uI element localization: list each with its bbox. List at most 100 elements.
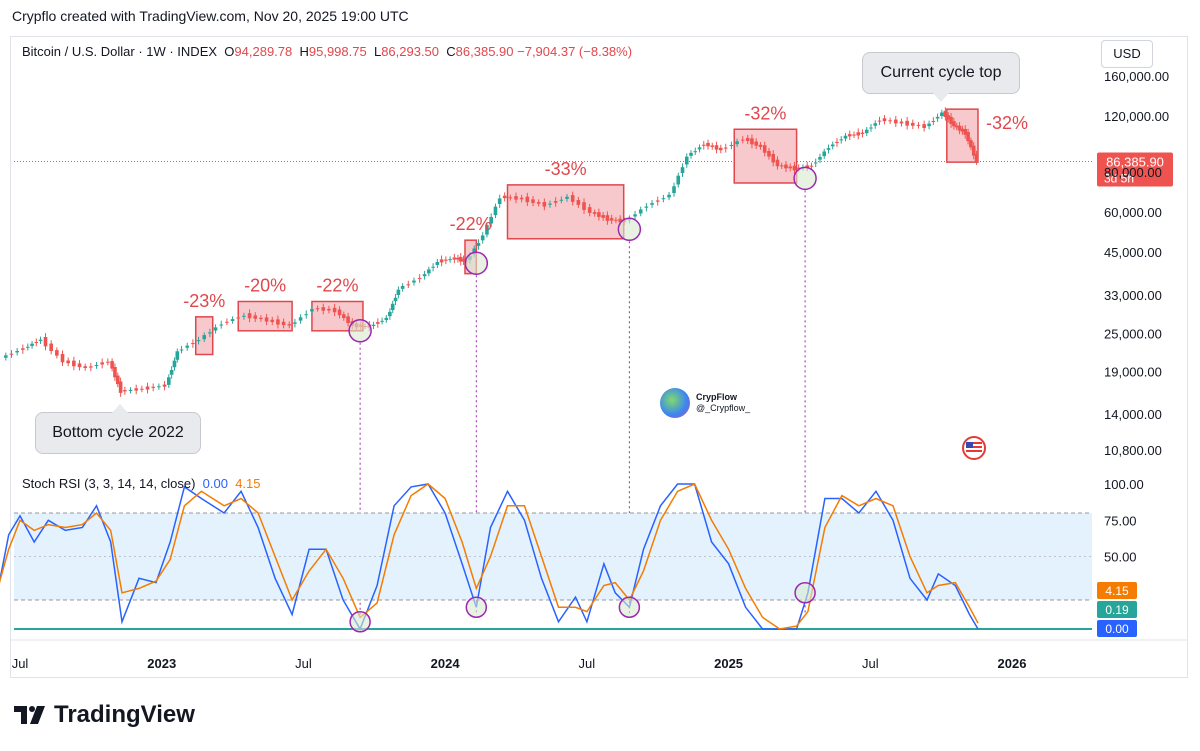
time-axis-tick: 2024: [431, 656, 461, 671]
price-axis-tick: 120,000.00: [1104, 109, 1169, 124]
time-axis-tick: 2023: [147, 656, 176, 671]
candle-body: [508, 197, 513, 199]
candle-body: [502, 195, 507, 199]
drawdown-box-5[interactable]: [506, 184, 625, 240]
candle-body: [852, 134, 856, 136]
stoch-rsi-marker-3[interactable]: [618, 596, 641, 618]
candle-body: [587, 207, 592, 213]
time-axis-tick: Jul: [579, 656, 596, 671]
tradingview-logo-text: TradingView: [54, 701, 195, 728]
candle-body: [684, 156, 689, 165]
candle-body: [784, 164, 788, 169]
candle-body: [315, 308, 320, 310]
candle-body: [767, 150, 771, 157]
stoch-rsi-line-k[interactable]: [0, 483, 979, 631]
stoch-rsi-axis-tick: 75.00: [1104, 513, 1137, 528]
us-flag-icon[interactable]: [960, 436, 988, 460]
candle-body: [750, 138, 754, 145]
candle-body: [911, 122, 915, 126]
candle-body: [287, 324, 292, 326]
candle-body: [179, 349, 184, 351]
candle-body: [952, 121, 956, 127]
candle-body: [43, 337, 48, 347]
candle-body: [412, 280, 416, 283]
candle-body: [835, 141, 839, 143]
stoch-rsi-title: Stoch RSI (3, 3, 14, 14, close): [22, 476, 196, 491]
candle-body: [83, 366, 87, 369]
cycle-low-marker-2[interactable]: [464, 251, 489, 275]
candle-body: [758, 144, 763, 147]
price-axis-tick: 10,800.00: [1104, 443, 1162, 458]
stoch-rsi-axis-tick: 100.00: [1104, 477, 1144, 492]
currency-button[interactable]: USD: [1101, 40, 1153, 68]
candle-body: [140, 388, 144, 390]
candle-body: [618, 218, 622, 223]
drawdown-label-4: -22%: [450, 214, 492, 234]
stoch-rsi-badge-text: 0.19: [1105, 603, 1129, 617]
candle-body: [940, 112, 944, 117]
candle-body: [281, 321, 286, 326]
candle-body: [582, 202, 586, 210]
time-axis-tick: 2025: [714, 656, 743, 671]
cycle-low-marker-4[interactable]: [793, 166, 817, 191]
chart-frame: [10, 36, 1188, 678]
candle-body: [614, 219, 618, 221]
candle-body: [559, 199, 564, 201]
close-label: C: [446, 44, 456, 59]
candle-body: [452, 257, 457, 260]
candle-body: [264, 317, 269, 322]
callout-current-cycle-top: Current cycle top: [862, 52, 1020, 102]
candle-body: [444, 259, 448, 261]
drawdown-box-6[interactable]: [733, 128, 798, 184]
candle-body: [489, 216, 493, 224]
candle-body: [592, 212, 597, 214]
candle-body: [762, 145, 767, 153]
stoch-rsi-marker-1[interactable]: [349, 611, 371, 633]
candle-body: [145, 386, 150, 390]
cycle-low-marker-1[interactable]: [348, 319, 372, 343]
stoch-rsi-legend[interactable]: Stoch RSI (3, 3, 14, 14, close) 0.00 4.1…: [22, 476, 261, 491]
candle-body: [888, 120, 892, 122]
candle-body: [219, 324, 224, 326]
candle-body: [916, 124, 921, 126]
cycle-low-marker-3[interactable]: [617, 217, 642, 242]
candle-body: [860, 132, 865, 134]
candle-body: [680, 167, 685, 174]
drawdown-label-5: -33%: [545, 159, 587, 179]
candle-body: [371, 324, 376, 326]
tradingview-logo[interactable]: TradingView: [14, 700, 195, 730]
candle-body: [113, 366, 117, 378]
candle-body: [754, 141, 759, 146]
candle-body: [461, 258, 466, 262]
candle-body: [225, 321, 229, 323]
time-axis-tick: Jul: [862, 656, 879, 671]
price-axis-tick: 160,000.00: [1104, 69, 1169, 84]
chart-header: Crypflo created with TradingView.com, No…: [12, 8, 409, 24]
last-price-badge: [1097, 152, 1173, 187]
candle-body: [877, 120, 882, 122]
open-value: 94,289.78: [234, 44, 293, 59]
stoch-rsi-badge: [1097, 601, 1137, 618]
candle-body: [805, 165, 810, 168]
symbol-info: Bitcoin / U.S. Dollar · 1W · INDEX O94,2…: [22, 44, 632, 59]
stoch-rsi-line-d[interactable]: [0, 483, 979, 630]
candle-body: [497, 198, 502, 205]
candle-body: [396, 289, 401, 295]
candle-body: [422, 274, 427, 277]
candle-body: [960, 128, 965, 132]
candle-body: [971, 145, 976, 156]
stoch-rsi-marker-4[interactable]: [794, 582, 816, 604]
stoch-rsi-marker-2[interactable]: [465, 596, 488, 618]
candle-body: [864, 129, 869, 134]
stoch-rsi-badge-text: 4.15: [1105, 584, 1129, 598]
candle-body: [435, 261, 440, 265]
candle-body: [905, 120, 909, 126]
candle-body: [548, 203, 552, 205]
symbol-name[interactable]: Bitcoin / U.S. Dollar · 1W · INDEX: [22, 44, 218, 59]
candle-body: [439, 259, 444, 263]
close-value: 86,385.90: [455, 44, 514, 59]
high-label: H: [299, 44, 309, 59]
crypflow-avatar-icon: [660, 388, 690, 418]
candle-body: [839, 139, 844, 141]
